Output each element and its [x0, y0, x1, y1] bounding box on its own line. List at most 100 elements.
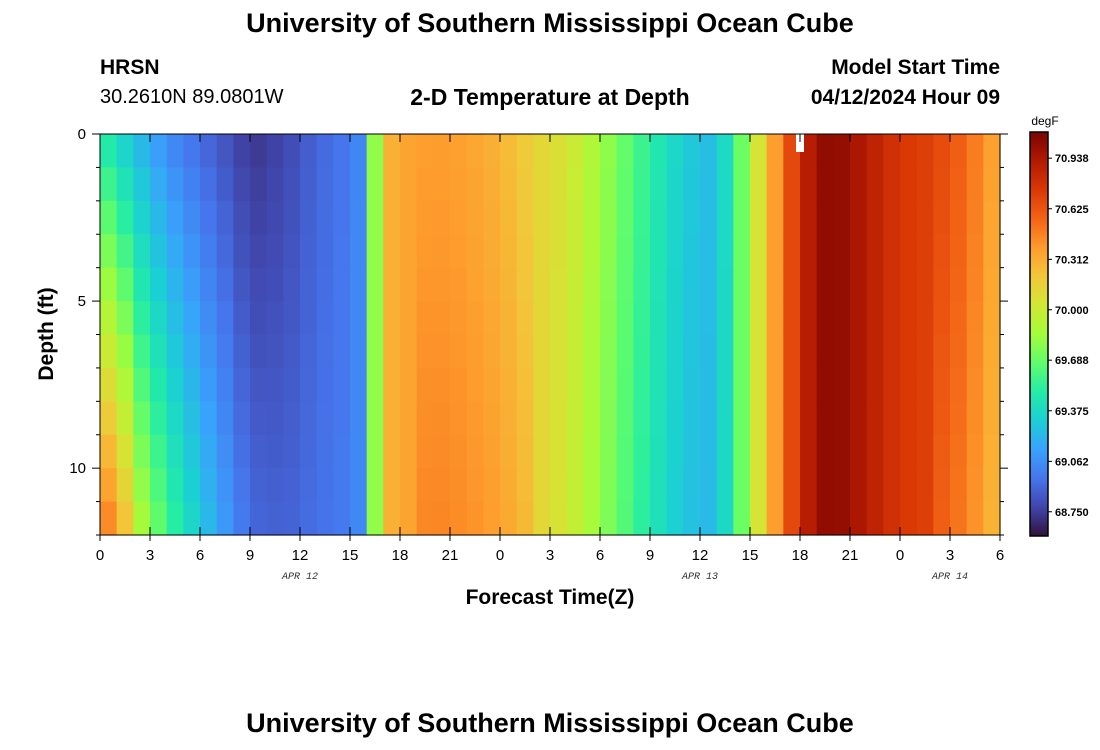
heatmap-cell [516, 234, 534, 269]
heatmap-cell [900, 267, 918, 302]
heatmap-cell [166, 200, 184, 235]
heatmap-cell [550, 501, 568, 536]
heatmap-cell [616, 434, 634, 469]
heatmap-cell [300, 501, 318, 536]
heatmap-cell [500, 367, 518, 402]
heatmap-cell [700, 234, 718, 269]
heatmap-cell [183, 167, 201, 202]
heatmap-cell [483, 234, 501, 269]
heatmap-cell [350, 468, 368, 503]
heatmap-cell [816, 401, 834, 436]
heatmap-cell [816, 434, 834, 469]
heatmap-cell [683, 200, 701, 235]
heatmap-cell [400, 401, 418, 436]
heatmap-cell [433, 301, 451, 336]
heatmap-cell [933, 401, 951, 436]
heatmap-cell [916, 200, 934, 235]
heatmap-cell [466, 134, 484, 169]
date-label: APR 12 [281, 572, 318, 583]
heatmap-cell [550, 134, 568, 169]
heatmap-cell [666, 367, 684, 402]
heatmap-cell [133, 501, 151, 536]
heatmap-cell [883, 401, 901, 436]
heatmap-cell [200, 401, 218, 436]
heatmap-cell [283, 501, 301, 536]
heatmap-cell [800, 134, 818, 169]
heatmap-cell [983, 401, 1001, 436]
heatmap-cell [800, 434, 818, 469]
heatmap-cell [533, 334, 551, 369]
heatmap-cell [716, 134, 734, 169]
heatmap-cell [516, 434, 534, 469]
heatmap-cell [983, 501, 1001, 536]
heatmap-cell [883, 468, 901, 503]
heatmap-cell [400, 367, 418, 402]
heatmap-cell [383, 501, 401, 536]
x-tick-label: 6 [996, 547, 1004, 564]
heatmap-cell [133, 167, 151, 202]
heatmap-cell [250, 501, 268, 536]
heatmap-cell [266, 334, 284, 369]
heatmap-cell [100, 434, 118, 469]
heatmap-cell [583, 468, 601, 503]
heatmap-cell [783, 167, 801, 202]
heatmap-cell [333, 234, 351, 269]
heatmap-cell [566, 134, 584, 169]
heatmap-cell [983, 434, 1001, 469]
heatmap-cell [683, 134, 701, 169]
heatmap-cell [466, 267, 484, 302]
heatmap-cell [916, 468, 934, 503]
heatmap-cell [266, 234, 284, 269]
heatmap-cell [483, 334, 501, 369]
heatmap-cell [383, 200, 401, 235]
heatmap-cell [516, 134, 534, 169]
heatmap-cell [783, 401, 801, 436]
heatmap-cell [933, 234, 951, 269]
heatmap-cell [500, 301, 518, 336]
heatmap-cell [250, 367, 268, 402]
heatmap-cell [300, 200, 318, 235]
heatmap-cell [350, 334, 368, 369]
heatmap-cell [400, 200, 418, 235]
heatmap-cell [266, 401, 284, 436]
heatmap-cell [400, 234, 418, 269]
x-tick-label: 9 [246, 547, 254, 564]
heatmap-cell [800, 234, 818, 269]
heatmap-cell [466, 234, 484, 269]
heatmap-cell [900, 434, 918, 469]
heatmap-cell [516, 367, 534, 402]
heatmap-cell [900, 167, 918, 202]
heatmap-cell [433, 234, 451, 269]
heatmap-cell [250, 267, 268, 302]
heatmap-cell [100, 167, 118, 202]
heatmap-cell [400, 134, 418, 169]
heatmap-cell [150, 501, 168, 536]
heatmap-cell [416, 501, 434, 536]
heatmap-cell [116, 401, 134, 436]
heatmap-cell [183, 267, 201, 302]
heatmap-cell [500, 468, 518, 503]
heatmap-cell [366, 134, 384, 169]
heatmap-cell [983, 234, 1001, 269]
heatmap-cell [983, 301, 1001, 336]
heatmap-cell [666, 301, 684, 336]
heatmap-cell [650, 134, 668, 169]
heatmap-cell [566, 167, 584, 202]
heatmap-cell [150, 301, 168, 336]
heatmap-cell [366, 434, 384, 469]
heatmap-cell [900, 234, 918, 269]
heatmap-cell [316, 334, 334, 369]
heatmap-cell [200, 301, 218, 336]
heatmap-cell [833, 501, 851, 536]
heatmap-cell [200, 501, 218, 536]
heatmap-cell [683, 234, 701, 269]
heatmap-cell [833, 301, 851, 336]
heatmap-cell [433, 501, 451, 536]
heatmap-cell [600, 267, 618, 302]
heatmap-cell [833, 134, 851, 169]
heatmap-cell [166, 267, 184, 302]
heatmap-cell [683, 501, 701, 536]
heatmap-cell [166, 301, 184, 336]
heatmap-cell [766, 167, 784, 202]
heatmap-cell [516, 200, 534, 235]
